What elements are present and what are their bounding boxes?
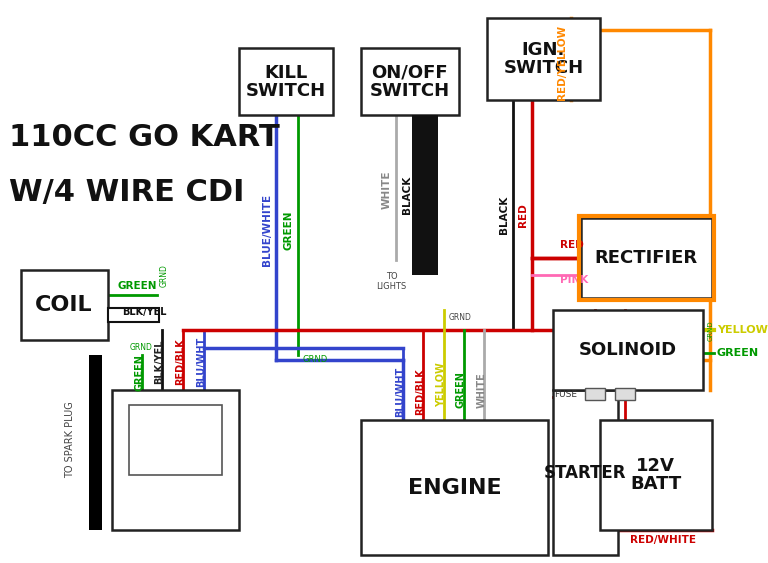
Text: RED/BLK: RED/BLK: [175, 338, 185, 386]
Text: IGN.
SWITCH: IGN. SWITCH: [503, 41, 584, 77]
Text: BLUE/WHITE: BLUE/WHITE: [262, 194, 272, 266]
Bar: [584, 388, 605, 400]
Text: COIL: COIL: [35, 295, 93, 315]
Text: RED: RED: [518, 203, 528, 227]
Text: RED/YELLOW: RED/YELLOW: [557, 24, 567, 100]
Text: RECTIFIER: RECTIFIER: [595, 249, 698, 267]
Text: 110CC GO KART: 110CC GO KART: [9, 123, 280, 153]
Text: GRND: GRND: [707, 320, 713, 341]
Bar: [361, 48, 459, 115]
Text: GREEN: GREEN: [283, 210, 293, 250]
Text: W/4 WIRE CDI: W/4 WIRE CDI: [9, 177, 245, 207]
Text: FUSE: FUSE: [554, 390, 578, 399]
Text: GRND: GRND: [449, 313, 472, 322]
Text: STARTER: STARTER: [545, 463, 627, 481]
Bar: [412, 115, 439, 275]
Bar: [614, 388, 635, 400]
Bar: [361, 420, 548, 555]
Text: 12V
BATT: 12V BATT: [630, 457, 681, 493]
Text: BLU/WHT: BLU/WHT: [197, 337, 207, 387]
Text: BLACK: BLACK: [499, 196, 509, 234]
Bar: [108, 308, 159, 322]
Bar: [600, 420, 712, 530]
Bar: [129, 405, 222, 475]
Text: CDI: CDI: [157, 450, 194, 470]
Bar: [239, 48, 333, 115]
Text: BLK/YEL: BLK/YEL: [122, 307, 167, 317]
Bar: [579, 216, 713, 300]
Text: YELLOW: YELLOW: [717, 325, 767, 335]
Text: RED/BLK: RED/BLK: [415, 369, 425, 415]
Text: ON/OFF
SWITCH: ON/OFF SWITCH: [369, 64, 450, 100]
Text: ENGINE: ENGINE: [408, 477, 502, 498]
Text: KILL
SWITCH: KILL SWITCH: [246, 64, 326, 100]
Text: YELLOW: YELLOW: [436, 363, 446, 408]
Text: WHITE: WHITE: [382, 171, 392, 209]
Text: GREEN: GREEN: [456, 372, 466, 408]
Bar: [553, 390, 618, 555]
Text: SOLINOID: SOLINOID: [578, 341, 677, 359]
Bar: [487, 18, 600, 100]
Text: TO SPARK PLUG: TO SPARK PLUG: [65, 401, 75, 479]
Text: TO
LIGHTS: TO LIGHTS: [376, 272, 407, 292]
Bar: [112, 390, 239, 530]
Text: RED/WHITE: RED/WHITE: [630, 535, 696, 545]
Text: GRND: GRND: [159, 264, 168, 287]
Text: GREEN: GREEN: [717, 348, 759, 358]
Text: WHITE: WHITE: [476, 372, 486, 408]
Text: BLACK: BLACK: [402, 176, 412, 214]
Text: GRND: GRND: [129, 343, 152, 352]
Text: BLK/YEL: BLK/YEL: [154, 339, 164, 385]
Bar: [89, 355, 102, 530]
Bar: [553, 310, 703, 390]
Bar: [21, 270, 108, 340]
Text: RED: RED: [560, 240, 584, 250]
Text: GREEN: GREEN: [117, 281, 157, 291]
Bar: [581, 218, 712, 298]
Text: PINK: PINK: [560, 275, 588, 285]
Text: GRND: GRND: [303, 355, 328, 364]
Text: GREEN: GREEN: [134, 355, 144, 391]
Text: BLU/WHT: BLU/WHT: [395, 367, 405, 417]
